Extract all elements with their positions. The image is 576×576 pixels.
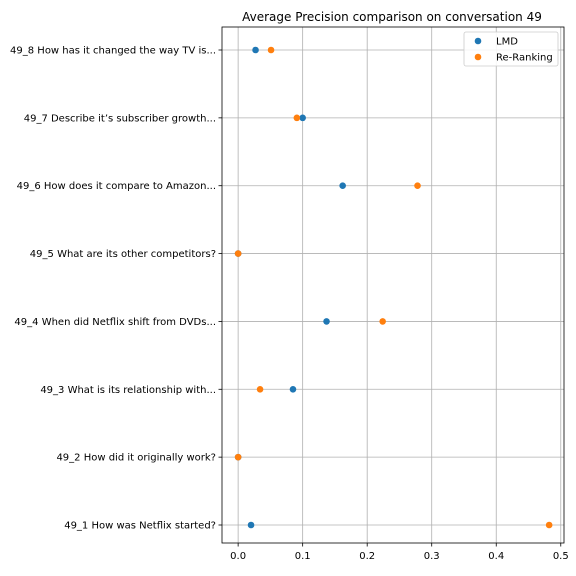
data-points [234,46,553,529]
point-re-ranking [414,182,421,190]
x-tick-label: 0.4 [488,551,504,562]
grid [222,27,564,543]
legend-marker [474,37,482,45]
y-tick-label: 49_4 When did Netflix shift from DVDs... [14,317,216,328]
legend-marker [474,53,482,61]
chart-title: Average Precision comparison on conversa… [242,10,542,24]
point-lmd [323,318,330,325]
point-re-ranking [293,114,301,122]
legend-label: Re-Ranking [496,53,553,64]
legend-box [463,31,559,67]
x-tick-label: 0.0 [230,551,246,562]
y-tick-label: 49_8 How has it changed the way TV is... [10,46,216,57]
point-re-ranking [234,250,242,257]
point-re-ranking [234,453,242,461]
x-tick-label: 0.5 [553,551,569,562]
x-tick-label: 0.1 [295,551,311,562]
plot-frame [221,26,565,544]
x-tick-label: 0.3 [424,551,440,562]
legend-label: LMD [496,37,518,48]
point-lmd [299,114,306,122]
y-tick-label: 49_5 What are its other competitors? [30,249,216,260]
legend: LMD Re-Ranking [463,31,559,67]
x-tick-label: 0.2 [359,551,375,562]
point-lmd [289,385,297,393]
y-tick-label: 49_1 How was Netflix started? [64,521,216,532]
y-axis: 49_1 How was Netflix started? 49_2 How di… [10,46,222,532]
point-lmd [339,182,346,190]
y-tick-label: 49_2 How did it originally work? [56,453,216,464]
point-lmd [247,521,255,529]
x-axis: 0.0 0.1 0.2 0.3 0.4 0.5 [230,543,569,562]
y-tick-label: 49_6 How does it compare to Amazon... [17,181,216,192]
point-re-ranking [267,46,275,54]
point-re-ranking [256,385,264,393]
y-tick-label: 49_7 Describe it’s subscriber growth... [24,113,216,124]
point-lmd [252,46,259,54]
point-re-ranking [379,318,386,325]
y-tick-label: 49_3 What is its relationship with... [40,385,216,396]
point-re-ranking [545,521,553,529]
